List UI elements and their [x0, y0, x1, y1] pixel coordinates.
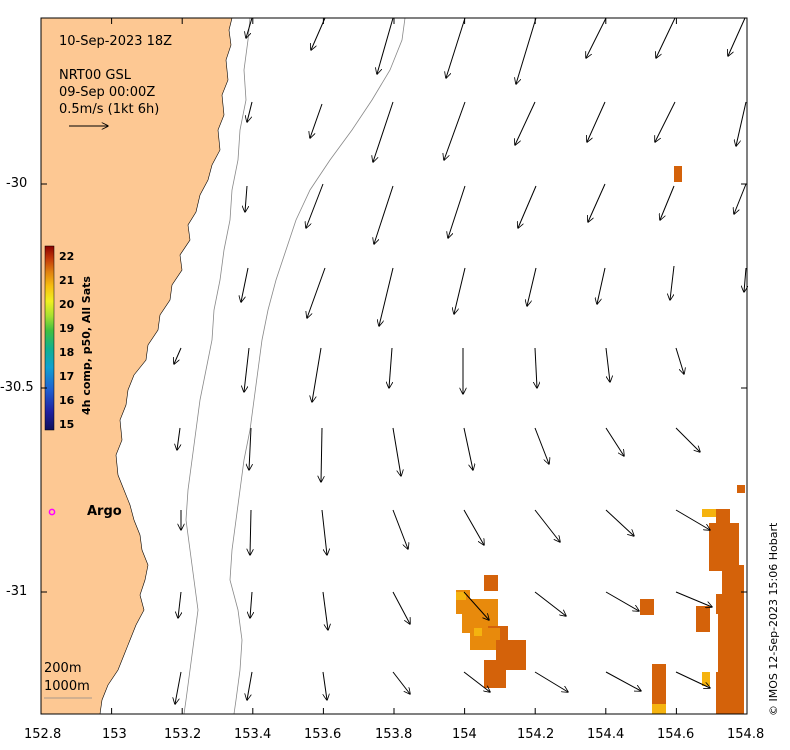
contour-200m	[183, 17, 251, 715]
x-tick-label: 154.8	[727, 727, 765, 742]
credit-text: © IMOS 12-Sep-2023 15:06 Hobart	[767, 522, 780, 716]
x-tick-label: 154.6	[657, 727, 695, 742]
cbar-tick-19: 19	[59, 322, 75, 335]
cbar-tick-15: 15	[59, 418, 75, 431]
contour-1000m	[229, 17, 406, 715]
x-tick-label: 153	[102, 727, 127, 742]
scale-label: 0.5m/s (1kt 6h)	[59, 102, 160, 117]
y-tick-label: -30.5	[0, 380, 34, 395]
current-arrows	[174, 17, 746, 704]
x-tick-label: 153.8	[375, 727, 413, 742]
product-time: 09-Sep 00:00Z	[59, 85, 156, 100]
cbar-tick-16: 16	[59, 394, 75, 407]
x-tick-label: 153.4	[234, 727, 272, 742]
legend-200m: 200m	[44, 661, 82, 676]
product-name: NRT00 GSL	[59, 68, 131, 83]
colorbar-title: 4h comp, p50, All Sats	[80, 276, 93, 415]
x-tick-label: 153.2	[164, 727, 202, 742]
cbar-tick-22: 22	[59, 250, 75, 263]
argo-label: Argo	[87, 504, 122, 519]
argo-marker	[48, 508, 56, 516]
legend-1000m: 1000m	[44, 679, 90, 694]
x-tick-label: 154	[452, 727, 477, 742]
land-mass	[40, 17, 233, 715]
x-tick-label: 152.8	[24, 727, 62, 742]
y-tick-label: -30	[6, 176, 28, 191]
tick-marks	[40, 18, 748, 714]
cbar-tick-20: 20	[59, 298, 75, 311]
x-tick-label: 154.4	[587, 727, 625, 742]
cbar-tick-17: 17	[59, 370, 75, 383]
x-tick-label: 153.6	[304, 727, 342, 742]
y-tick-label: -31	[6, 584, 28, 599]
cbar-tick-18: 18	[59, 346, 75, 359]
colorbar	[44, 245, 55, 431]
map-date: 10-Sep-2023 18Z	[59, 34, 173, 49]
sst-patches	[456, 166, 745, 714]
x-tick-label: 154.2	[517, 727, 555, 742]
cbar-tick-21: 21	[59, 274, 75, 287]
